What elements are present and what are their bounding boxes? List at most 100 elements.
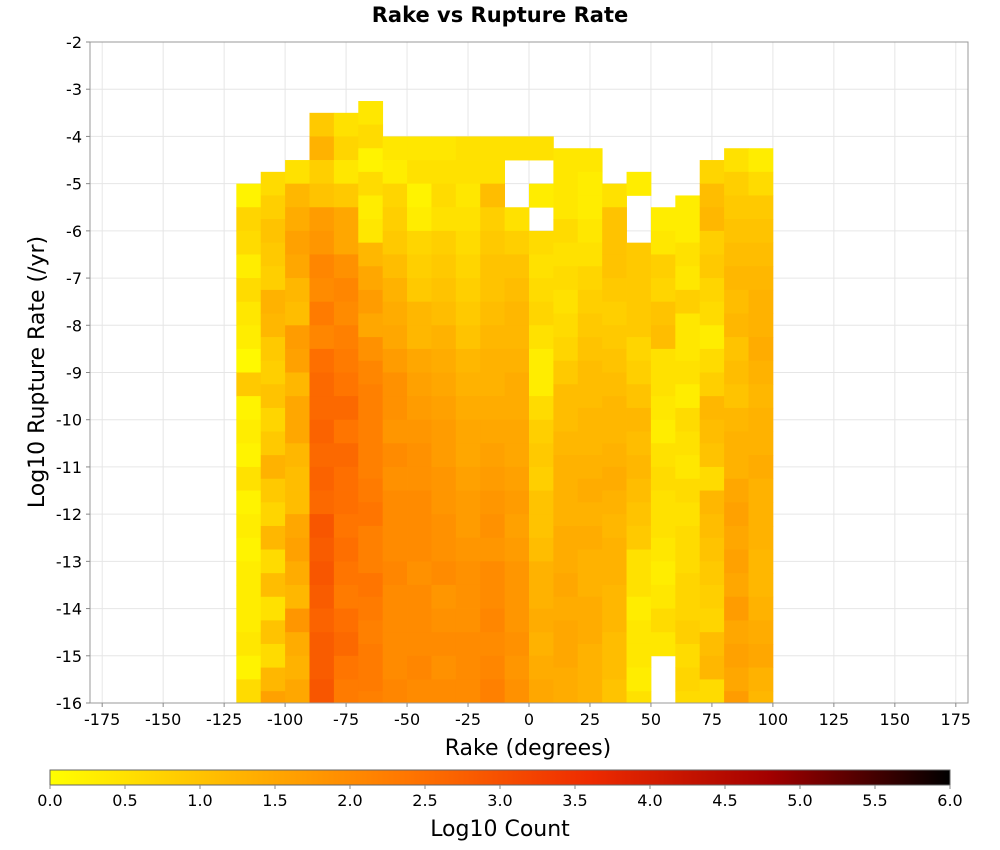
heatmap-cell	[260, 691, 286, 704]
heatmap-cell	[358, 431, 384, 456]
heatmap-cell	[407, 537, 432, 562]
heatmap-cell	[748, 549, 774, 574]
heatmap-cell	[431, 160, 457, 185]
heatmap-cell	[626, 171, 652, 196]
heatmap-cell	[309, 655, 335, 680]
heatmap-cell	[236, 278, 262, 303]
heatmap-cell	[504, 537, 530, 562]
heatmap-cell	[431, 679, 457, 704]
heatmap-cell	[529, 679, 554, 704]
colorbar-tick-label: 2.5	[412, 791, 437, 810]
heatmap-cell	[748, 643, 774, 668]
heatmap-cell	[529, 325, 554, 350]
x-tick-label: -125	[206, 710, 242, 729]
heatmap-cell	[602, 584, 627, 609]
heatmap-cell	[431, 584, 457, 609]
heatmap-cell	[529, 396, 554, 421]
heatmap-cell	[675, 313, 701, 338]
colorbar-tick-label: 3.0	[487, 791, 512, 810]
heatmap-cell	[358, 313, 384, 338]
heatmap-cell	[553, 337, 579, 362]
heatmap-cell	[285, 490, 310, 515]
heatmap-cell	[529, 584, 554, 609]
heatmap-cell	[699, 561, 725, 586]
colorbar-tick-label: 0.0	[37, 791, 62, 810]
chart-title: Rake vs Rupture Rate	[372, 3, 628, 27]
x-tick-label: -100	[267, 710, 303, 729]
heatmap-cell	[577, 407, 603, 432]
colorbar-tick-label: 1.0	[187, 791, 212, 810]
heatmap-cell	[699, 325, 725, 350]
heatmap-cell	[480, 183, 506, 208]
heatmap-cell	[480, 561, 506, 586]
heatmap-cell	[260, 360, 286, 385]
heatmap-cell	[577, 431, 603, 456]
colorbar-tick-label: 1.5	[262, 791, 287, 810]
heatmap-cell	[504, 301, 530, 326]
heatmap-cell	[480, 443, 506, 468]
heatmap-cell	[480, 514, 506, 539]
heatmap-cell	[724, 242, 749, 267]
heatmap-cell	[480, 537, 506, 562]
heatmap-cell	[602, 254, 627, 279]
heatmap-cell	[333, 466, 359, 491]
y-axis-ticks: -2 -3 -4 -5 -6 -7 -8 -9 -10 -11 -12 -13 -14 -15 -16	[56, 33, 90, 713]
heatmap-cell	[382, 278, 408, 303]
heatmap-cell	[626, 502, 652, 527]
heatmap-cell	[455, 514, 481, 539]
heatmap-cell	[699, 372, 725, 397]
heatmap-cell	[626, 525, 652, 550]
heatmap-cell	[675, 384, 701, 409]
heatmap-cell	[748, 596, 774, 621]
heatmap-cell	[260, 219, 286, 244]
heatmap-cell	[358, 384, 384, 409]
heatmap-cell	[382, 584, 408, 609]
colorbar-tick-label: 4.5	[712, 791, 737, 810]
heatmap-cell	[260, 242, 286, 267]
x-tick-label: 0	[524, 710, 534, 729]
heatmap-cell	[309, 561, 335, 586]
x-axis-label: Rake (degrees)	[445, 736, 612, 761]
heatmap-cell	[431, 490, 457, 515]
heatmap-cell	[285, 278, 310, 303]
heatmap-cell	[650, 278, 676, 303]
heatmap-cell	[382, 608, 408, 633]
heatmap-cell	[748, 195, 774, 220]
heatmap-cell	[504, 679, 530, 704]
heatmap-cell	[675, 289, 701, 314]
heatmap-cell	[407, 419, 432, 444]
heatmap-cell	[553, 596, 579, 621]
heatmap-cell	[650, 372, 676, 397]
heatmap-cell	[626, 337, 652, 362]
heatmap-cell	[602, 655, 627, 680]
heatmap-cell	[382, 160, 408, 185]
heatmap-cell	[236, 561, 262, 586]
heatmap-cell	[724, 219, 749, 244]
heatmap-cell	[309, 136, 335, 161]
heatmap-cell	[407, 679, 432, 704]
heatmap-cell	[236, 325, 262, 350]
heatmap-cell	[333, 325, 359, 350]
x-tick-label: -175	[84, 710, 120, 729]
heatmap-cell	[626, 407, 652, 432]
heatmap-cell	[626, 596, 652, 621]
heatmap-cell	[382, 254, 408, 279]
heatmap-cell	[504, 443, 530, 468]
heatmap-cell	[626, 643, 652, 668]
y-tick-label: -7	[66, 269, 82, 288]
heatmap-cell	[650, 514, 676, 539]
heatmap-cell	[407, 160, 432, 185]
heatmap-cell	[577, 148, 603, 173]
heatmap-cell	[455, 160, 481, 185]
heatmap-cell	[309, 183, 335, 208]
heatmap-cell	[675, 502, 701, 527]
heatmap-cell	[431, 561, 457, 586]
heatmap-cell	[455, 608, 481, 633]
heatmap-cell	[407, 136, 432, 161]
y-tick-label: -5	[66, 175, 82, 194]
heatmap-cell	[626, 431, 652, 456]
heatmap-cell	[333, 160, 359, 185]
heatmap-cell	[431, 655, 457, 680]
heatmap-cell	[553, 289, 579, 314]
